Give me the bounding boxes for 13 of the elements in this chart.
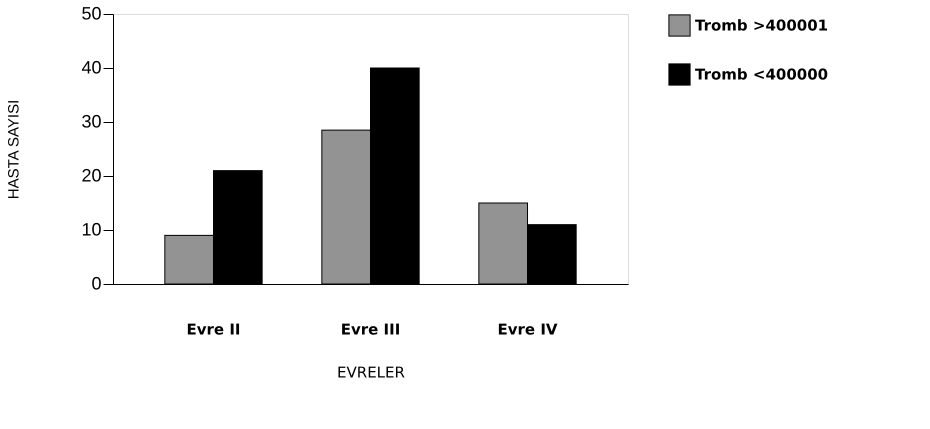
legend-label: Tromb <400000	[695, 66, 828, 84]
y-tick-label: 50	[81, 4, 102, 24]
legend-label: Tromb >400001	[695, 16, 828, 34]
y-tick-label: 30	[81, 112, 102, 132]
x-tick-label: Evre III	[340, 320, 400, 338]
x-tick-label: Evre II	[186, 320, 240, 338]
x-tick-label: Evre IV	[498, 320, 558, 338]
y-tick-label: 0	[91, 274, 102, 294]
y-axis-title: HASTA SAYISI	[5, 100, 22, 200]
y-tick-label: 10	[81, 220, 102, 240]
x-axis-title: EVRELER	[337, 364, 405, 382]
y-tick-label: 40	[81, 58, 102, 78]
y-tick-label: 20	[81, 166, 102, 186]
